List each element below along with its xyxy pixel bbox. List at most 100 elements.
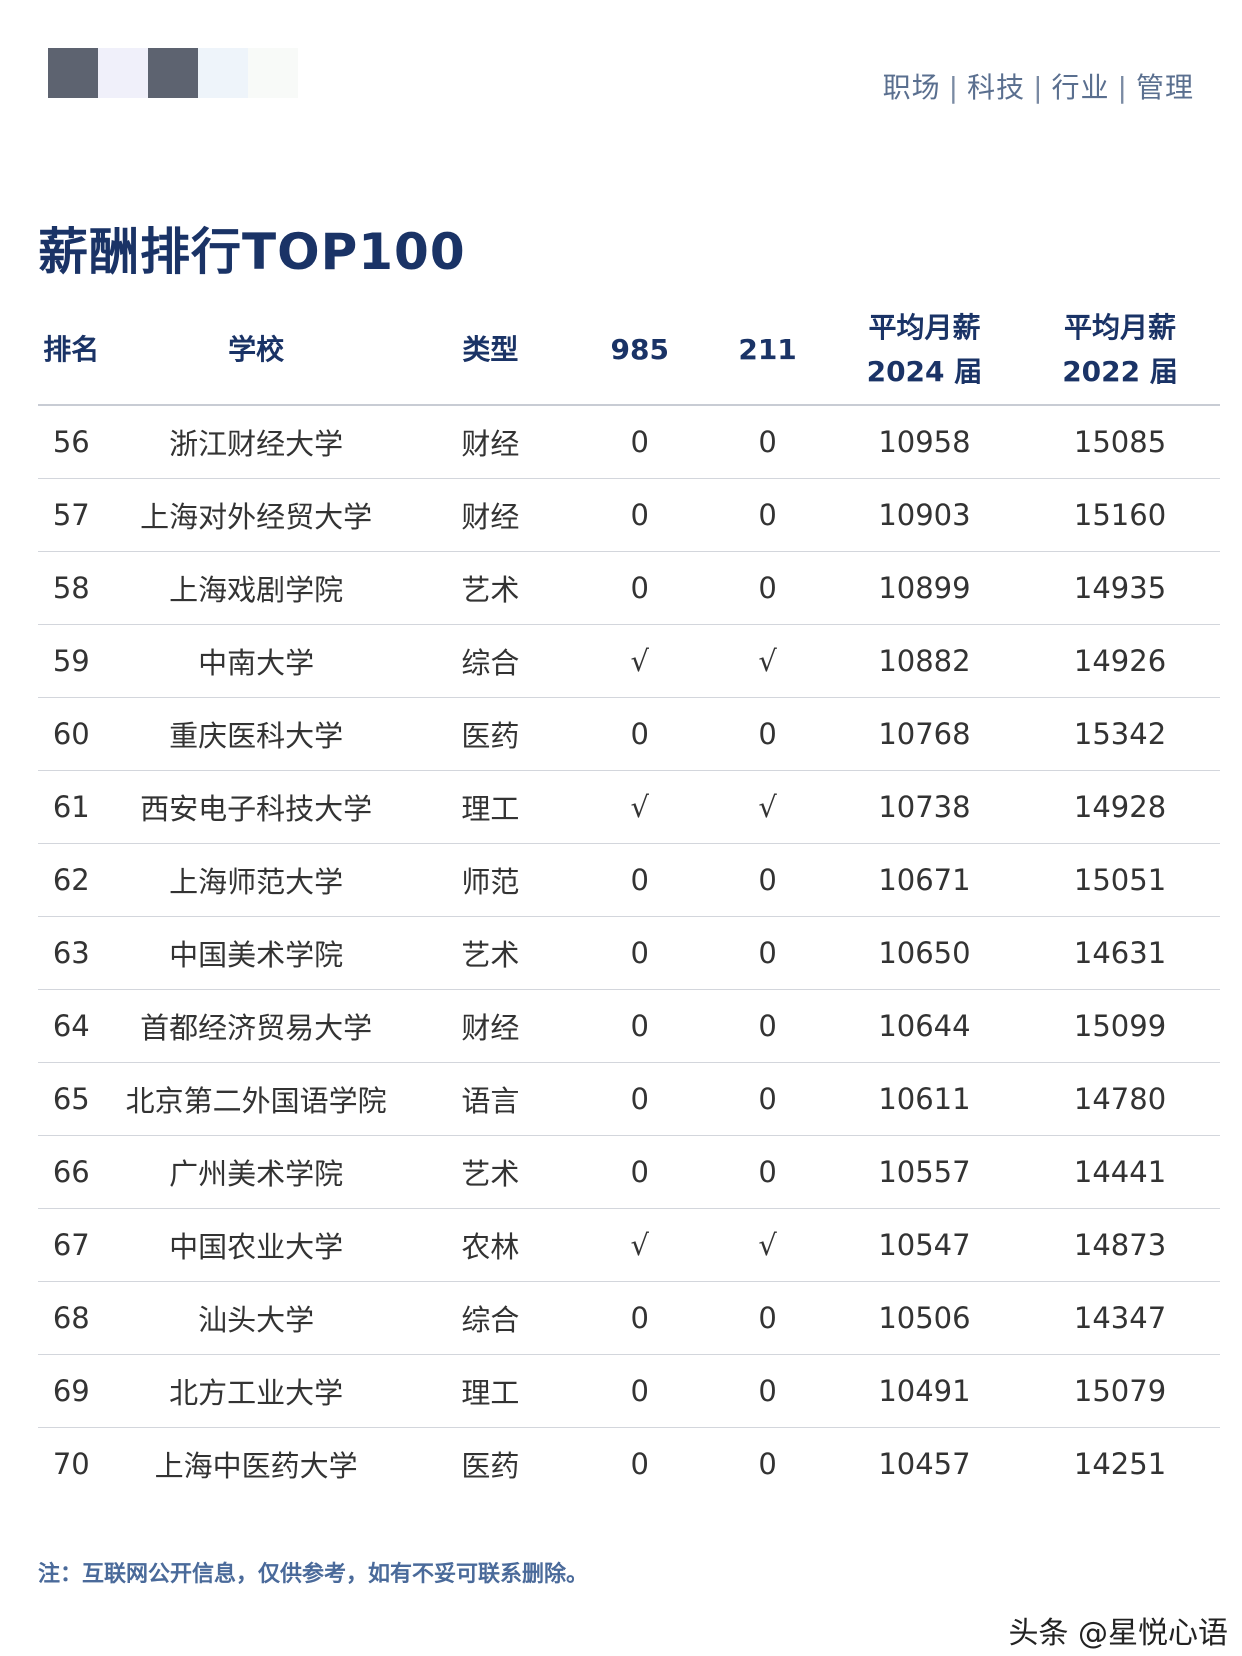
cell-985: √	[573, 624, 707, 698]
salary-ranking-table: 排名 学校 类型 985 211 平均月薪 2024 届 平均月薪 2022 届 5…	[38, 296, 1220, 1500]
cell-school: 上海戏剧学院	[104, 551, 408, 625]
cell-salary-2022: 14347	[1020, 1281, 1220, 1355]
cell-211: 0	[706, 916, 829, 990]
cell-985: 0	[573, 1135, 707, 1209]
nav-item-workplace[interactable]: 职场	[882, 71, 941, 104]
cell-rank: 68	[38, 1281, 105, 1355]
header-salary-2022-line2: 2022 届	[1062, 355, 1178, 388]
cell-211: √	[706, 624, 829, 698]
table-row: 63 中国美术学院 艺术 0 0 10650 14631	[38, 916, 1220, 990]
header-salary-2022: 平均月薪 2022 届	[1020, 296, 1220, 406]
cell-type: 艺术	[407, 1135, 574, 1209]
cell-211: 0	[758, 1447, 777, 1481]
cell-salary-2022: 14631	[1020, 916, 1220, 990]
cell-211: 0	[706, 697, 829, 771]
cell-school: 首都经济贸易大学	[104, 989, 408, 1063]
logo-block-3	[148, 48, 198, 98]
logo-block-2	[98, 48, 148, 98]
cell-rank: 64	[38, 989, 105, 1063]
cell-211: 0	[706, 989, 829, 1063]
cell-type: 艺术	[407, 551, 574, 625]
table-row: 65 北京第二外国语学院 语言 0 0 10611 14780	[38, 1062, 1220, 1136]
cell-salary-2024: 10457	[878, 1447, 971, 1481]
nav-separator: |	[1033, 71, 1044, 104]
cell-salary-2024: 10557	[828, 1135, 1021, 1209]
cell-985: 0	[573, 478, 707, 552]
nav-item-management[interactable]: 管理	[1135, 71, 1194, 104]
logo-block-5	[248, 48, 298, 98]
cell-rank: 56	[38, 405, 105, 479]
cell-salary-2022: 15051	[1020, 843, 1220, 917]
table-row: 67 中国农业大学 农林 √ √ 10547 14873	[38, 1208, 1220, 1282]
cell-salary-2024: 10547	[828, 1208, 1021, 1282]
cell-salary-2024: 10882	[828, 624, 1021, 698]
nav-separator: |	[1117, 71, 1128, 104]
cell-985: 0	[630, 1447, 649, 1481]
cell-school: 北方工业大学	[104, 1354, 408, 1428]
cell-type: 综合	[407, 1281, 574, 1355]
cell-school: 中国美术学院	[104, 916, 408, 990]
cell-salary-2022: 14780	[1020, 1062, 1220, 1136]
cell-salary-2024: 10903	[828, 478, 1021, 552]
cell-211: 0	[706, 843, 829, 917]
footnote: 注：互联网公开信息，仅供参考，如有不妥可联系删除。	[38, 1562, 589, 1587]
cell-type: 语言	[407, 1062, 574, 1136]
cell-rank: 63	[38, 916, 105, 990]
cell-985: 0	[573, 697, 707, 771]
table-row: 62 上海师范大学 师范 0 0 10671 15051	[38, 843, 1220, 917]
nav-separator: |	[948, 71, 960, 104]
cell-type: 理工	[407, 1354, 574, 1428]
cell-211: 0	[706, 478, 829, 552]
cell-rank: 66	[38, 1135, 105, 1209]
cell-211: √	[706, 1208, 829, 1282]
cell-rank: 62	[38, 843, 105, 917]
table-row: 70 上海中医药大学 医药 0 0 10457 14251	[38, 1428, 1220, 1501]
cell-rank: 57	[38, 478, 105, 552]
header-salary-2024-line2: 2024 届	[866, 355, 983, 388]
cell-type: 财经	[407, 989, 574, 1063]
page-title: 薪酬排行TOP100	[38, 223, 466, 281]
cell-salary-2024: 10768	[828, 697, 1021, 771]
table-row: 64 首都经济贸易大学 财经 0 0 10644 15099	[38, 989, 1220, 1063]
cell-salary-2022: 14926	[1020, 624, 1220, 698]
nav-item-tech[interactable]: 科技	[967, 71, 1026, 104]
top-nav: 职场 | 科技 | 行业 | 管理	[883, 66, 1194, 106]
logo-block-4	[198, 48, 248, 98]
cell-211: 0	[706, 1281, 829, 1355]
header-school: 学校	[104, 296, 408, 406]
cell-salary-2022: 15160	[1020, 478, 1220, 552]
cell-type: 医药	[407, 697, 574, 771]
cell-school: 上海中医药大学	[154, 1449, 358, 1483]
cell-school: 西安电子科技大学	[104, 770, 408, 844]
cell-985: 0	[573, 1354, 707, 1428]
cell-school: 浙江财经大学	[104, 405, 408, 479]
cell-985: 0	[573, 916, 707, 990]
cell-type: 医药	[461, 1449, 520, 1483]
table-row: 58 上海戏剧学院 艺术 0 0 10899 14935	[38, 551, 1220, 625]
cell-211: 0	[706, 1062, 829, 1136]
table-row: 61 西安电子科技大学 理工 √ √ 10738 14928	[38, 770, 1220, 844]
nav-item-industry[interactable]: 行业	[1051, 71, 1110, 104]
cell-type: 综合	[407, 624, 574, 698]
cell-985: 0	[573, 843, 707, 917]
cell-type: 理工	[407, 770, 574, 844]
cell-salary-2024: 10506	[828, 1281, 1021, 1355]
cell-salary-2022: 14873	[1020, 1208, 1220, 1282]
table-row: 69 北方工业大学 理工 0 0 10491 15079	[38, 1354, 1220, 1428]
header-salary-2024-line1: 平均月薪	[868, 311, 981, 344]
cell-211: √	[706, 770, 829, 844]
cell-rank: 70	[52, 1447, 90, 1481]
cell-school: 北京第二外国语学院	[104, 1062, 408, 1136]
logo-blocks	[48, 48, 298, 98]
header-211: 211	[706, 296, 829, 406]
cell-type: 农林	[407, 1208, 574, 1282]
cell-salary-2024: 10671	[828, 843, 1021, 917]
cell-211: 0	[706, 551, 829, 625]
cell-salary-2024: 10650	[828, 916, 1021, 990]
cell-rank: 59	[38, 624, 105, 698]
cell-school: 中南大学	[104, 624, 408, 698]
cell-school: 重庆医科大学	[104, 697, 408, 771]
cell-salary-2022: 15079	[1020, 1354, 1220, 1428]
table-row: 68 汕头大学 综合 0 0 10506 14347	[38, 1281, 1220, 1355]
header-type: 类型	[407, 296, 574, 406]
